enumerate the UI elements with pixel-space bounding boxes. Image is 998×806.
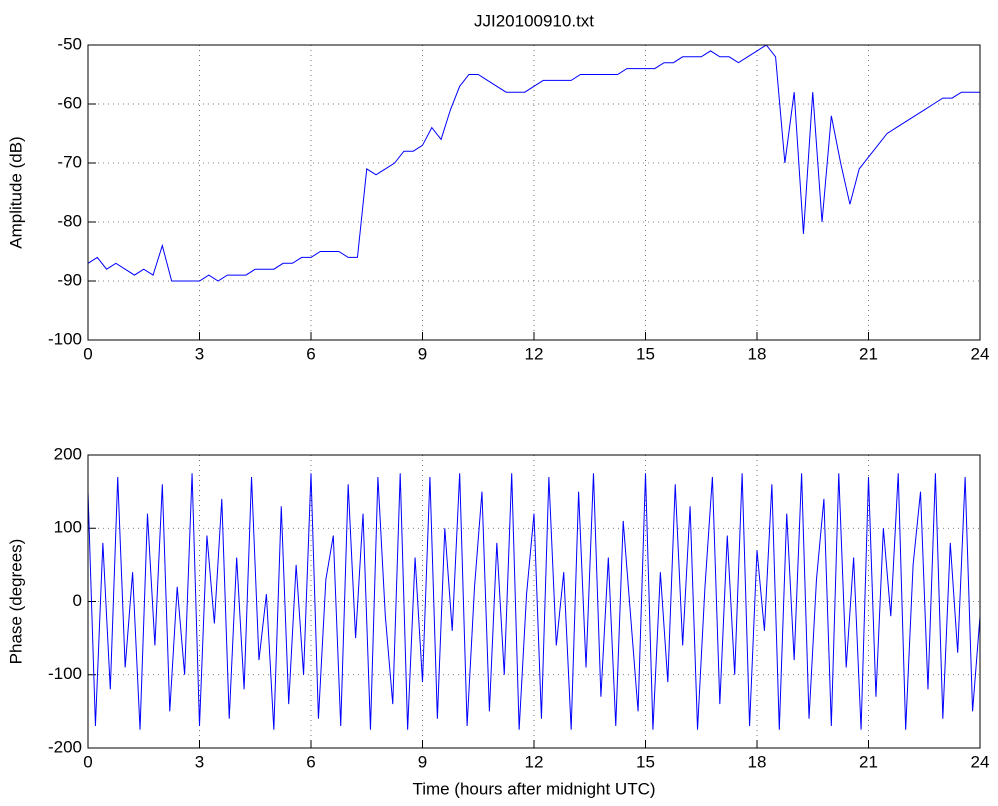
x-tick-label: 12 [525, 752, 544, 771]
x-tick-label: 12 [525, 344, 544, 363]
x-tick-label: 15 [636, 344, 655, 363]
y-tick-label: -50 [57, 34, 82, 53]
x-tick-label: 21 [859, 344, 878, 363]
x-tick-label: 24 [971, 752, 990, 771]
x-tick-label: 24 [971, 344, 990, 363]
y-tick-label: 200 [54, 444, 82, 463]
x-tick-label: 9 [418, 752, 427, 771]
y-tick-label: -100 [48, 329, 82, 348]
data-line [87, 473, 981, 730]
y-tick-label: -200 [48, 737, 82, 756]
x-axis-label: Time (hours after midnight UTC) [412, 779, 655, 798]
chart-title: JJI20100910.txt [474, 11, 594, 30]
y-tick-label: -100 [48, 664, 82, 683]
data-line [87, 44, 980, 282]
y-axis-label: Phase (degrees) [6, 539, 25, 665]
y-tick-label: 0 [73, 591, 82, 610]
x-tick-label: 6 [306, 752, 315, 771]
x-tick-label: 18 [748, 344, 767, 363]
x-tick-label: 3 [195, 752, 204, 771]
y-tick-label: 100 [54, 518, 82, 537]
y-tick-label: -90 [57, 270, 82, 289]
x-tick-label: 18 [748, 752, 767, 771]
x-tick-label: 21 [859, 752, 878, 771]
x-tick-label: 9 [418, 344, 427, 363]
x-tick-label: 0 [83, 752, 92, 771]
x-tick-label: 15 [636, 752, 655, 771]
y-axis-label: Amplitude (dB) [6, 136, 25, 248]
axes-box [87, 44, 981, 341]
x-tick-label: 0 [83, 344, 92, 363]
y-tick-label: -80 [57, 211, 82, 230]
x-tick-label: 6 [306, 344, 315, 363]
axes-box [87, 454, 981, 749]
x-tick-label: 3 [195, 344, 204, 363]
y-tick-label: -60 [57, 93, 82, 112]
y-tick-label: -70 [57, 152, 82, 171]
